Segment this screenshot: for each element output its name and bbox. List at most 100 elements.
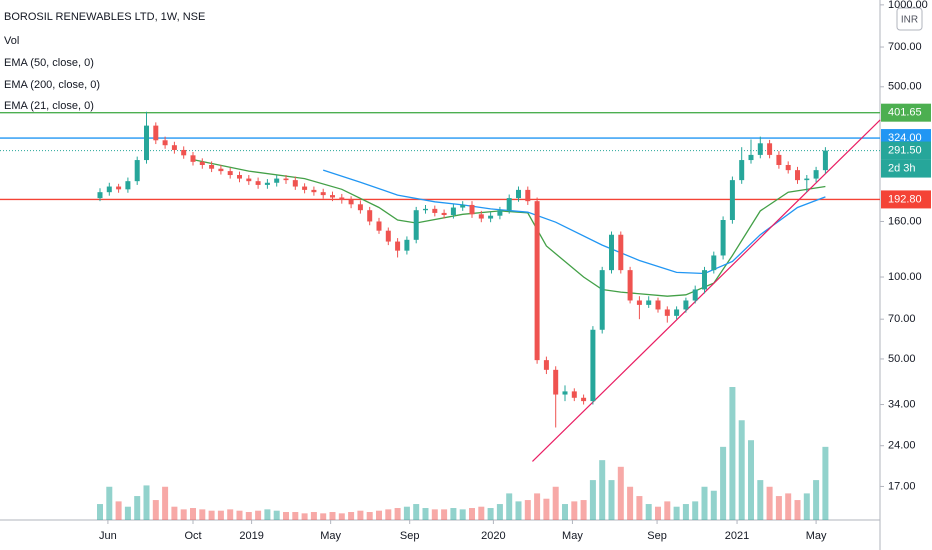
price-badge-label: 192.80 (888, 193, 922, 205)
candle-body (274, 178, 280, 183)
volume-bar (766, 486, 773, 520)
price-badge (881, 103, 931, 122)
currency-badge[interactable] (896, 7, 923, 31)
volume-bar (106, 486, 113, 520)
candle-body (776, 154, 782, 165)
candle-body (125, 181, 131, 190)
y-tick-label: 500.00 (888, 81, 922, 93)
candle-body (553, 369, 559, 395)
candle-body (804, 178, 810, 181)
volume-bar (152, 500, 159, 520)
x-tick-label: Sep (400, 530, 420, 542)
volume-bar (748, 440, 754, 520)
candle-body (627, 270, 633, 301)
candle-body (571, 391, 577, 398)
candle-body (413, 210, 419, 240)
volume-bar (496, 504, 503, 520)
y-tick-label: 17.00 (888, 480, 916, 492)
x-tick-label: May (320, 530, 341, 542)
candle-body (813, 170, 819, 179)
price-badge (881, 141, 931, 160)
volume-bar (822, 446, 829, 520)
candle-body (720, 219, 726, 256)
candle-body (655, 300, 661, 310)
volume-bar (245, 512, 252, 520)
volume-bar (97, 504, 103, 520)
candle-body (683, 300, 689, 310)
candle-body (674, 309, 680, 316)
candle-body (106, 186, 112, 193)
volume-bar (478, 506, 485, 520)
volume-bar (199, 509, 206, 520)
volume-bar (162, 486, 169, 520)
candle-body (255, 181, 261, 185)
volume-bar (320, 513, 327, 520)
candle-body (711, 255, 717, 271)
trendline (532, 119, 881, 462)
volume-bar (534, 493, 541, 520)
volume-bar (599, 460, 606, 520)
volume-bar (190, 508, 196, 520)
volume-bar (701, 486, 708, 520)
volume-bar (720, 446, 727, 520)
y-tick-label: 24.00 (888, 440, 916, 452)
candle-body (795, 170, 800, 181)
candle-body (171, 145, 177, 150)
volume-bar (450, 508, 457, 520)
volume-bar (562, 504, 568, 520)
volume-bar (301, 513, 308, 520)
volume-bar (310, 512, 317, 520)
volume-bar (273, 510, 280, 520)
volume-bar (348, 512, 355, 520)
volume-bar (329, 512, 336, 520)
volume-bar (208, 510, 215, 520)
volume-bar (236, 510, 243, 520)
volume-bar (655, 506, 661, 520)
volume-bar (180, 509, 187, 520)
y-tick-label: 50.00 (888, 353, 916, 365)
x-tick-label: May (806, 530, 827, 542)
candle-body (590, 329, 596, 402)
candle-body (636, 300, 642, 305)
volume-bar (441, 509, 448, 520)
volume-bar (673, 506, 680, 520)
volume-bar (794, 500, 801, 520)
candle-body (292, 180, 298, 187)
candle-body (534, 201, 540, 361)
plot (0, 111, 881, 520)
x-tick-label: Oct (184, 530, 201, 542)
volume-bar (608, 480, 615, 520)
indicator-label: EMA (50, close, 0) (4, 57, 94, 69)
candle-body (190, 155, 196, 162)
volume-bar (571, 501, 578, 520)
candle-body (664, 309, 670, 316)
volume-bar (738, 420, 745, 520)
candle-body (748, 154, 754, 161)
candle-body (478, 214, 484, 219)
volume-bar (459, 509, 466, 520)
candle-body (599, 270, 605, 330)
candle-body (692, 289, 698, 301)
volume-bar (357, 510, 364, 520)
x-tick-label: 2021 (725, 530, 749, 542)
candle-body (516, 189, 521, 199)
volume-bar (682, 504, 689, 520)
candle-body (246, 178, 252, 182)
volume-bar (115, 501, 122, 520)
candle-body (469, 204, 475, 215)
currency-label[interactable]: INR (901, 15, 918, 26)
candle-body (506, 198, 512, 211)
price-badge (881, 190, 931, 209)
volume-bar (757, 480, 764, 520)
candle-body (181, 149, 187, 156)
candle-body (432, 208, 438, 213)
volume-bar (366, 512, 373, 520)
candle-body (330, 195, 335, 198)
y-tick-label: 100.00 (888, 271, 922, 283)
candle-body (423, 208, 428, 211)
volume-bar (552, 486, 559, 520)
candle-body (404, 239, 410, 251)
candle-body (822, 150, 828, 171)
indicator-label: Vol (4, 35, 19, 47)
candle-body (729, 180, 735, 220)
